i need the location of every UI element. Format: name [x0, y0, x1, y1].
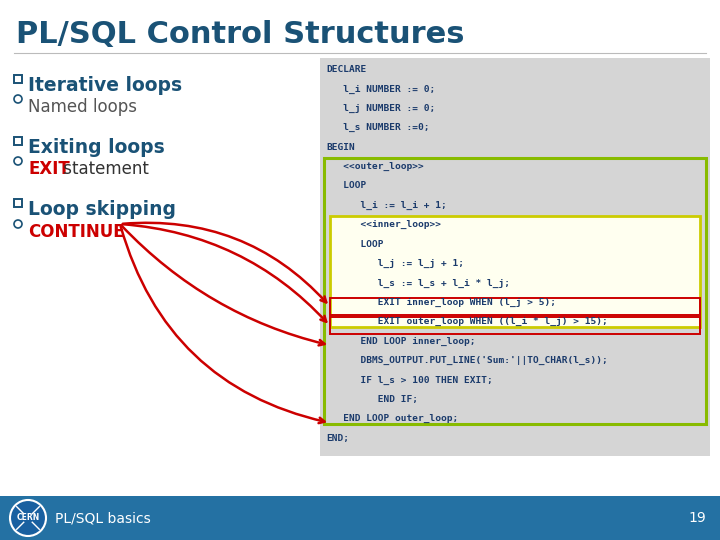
- Text: END IF;: END IF;: [326, 395, 418, 404]
- Text: PL/SQL Control Structures: PL/SQL Control Structures: [16, 20, 464, 49]
- Text: LOOP: LOOP: [326, 181, 366, 191]
- Bar: [330, 317, 700, 334]
- Text: CERN: CERN: [17, 514, 40, 523]
- Bar: [320, 58, 710, 456]
- Text: l_i := l_i + 1;: l_i := l_i + 1;: [326, 201, 446, 210]
- Text: l_j NUMBER := 0;: l_j NUMBER := 0;: [326, 104, 436, 113]
- Text: statement: statement: [58, 160, 149, 178]
- Text: END LOOP inner_loop;: END LOOP inner_loop;: [326, 336, 475, 346]
- Text: CONTINUE: CONTINUE: [28, 223, 125, 241]
- Text: EXIT outer_loop WHEN ((l_i * l_j) > 15);: EXIT outer_loop WHEN ((l_i * l_j) > 15);: [326, 317, 608, 326]
- Text: Loop skipping: Loop skipping: [28, 200, 176, 219]
- Text: IF l_s > 100 THEN EXIT;: IF l_s > 100 THEN EXIT;: [326, 375, 492, 384]
- Text: l_j := l_j + 1;: l_j := l_j + 1;: [326, 259, 464, 268]
- Bar: [330, 217, 700, 327]
- Bar: [324, 158, 706, 424]
- Text: l_s := l_s + l_i * l_j;: l_s := l_s + l_i * l_j;: [326, 279, 510, 287]
- Text: END LOOP outer_loop;: END LOOP outer_loop;: [326, 414, 458, 423]
- Circle shape: [14, 157, 22, 165]
- Text: <<outer_loop>>: <<outer_loop>>: [326, 162, 424, 171]
- Circle shape: [14, 220, 22, 228]
- Text: <<inner_loop>>: <<inner_loop>>: [326, 220, 441, 230]
- Text: DBMS_OUTPUT.PUT_LINE('Sum:'||TO_CHAR(l_s));: DBMS_OUTPUT.PUT_LINE('Sum:'||TO_CHAR(l_s…: [326, 356, 608, 365]
- Bar: [14, 199, 22, 207]
- Bar: [14, 137, 22, 145]
- Bar: [330, 298, 700, 315]
- Text: l_s NUMBER :=0;: l_s NUMBER :=0;: [326, 123, 430, 132]
- Text: LOOP: LOOP: [326, 240, 384, 248]
- Text: EXIT: EXIT: [28, 160, 70, 178]
- Bar: [0, 496, 720, 540]
- Text: DECLARE: DECLARE: [326, 65, 366, 74]
- Circle shape: [10, 500, 46, 536]
- Text: END;: END;: [326, 434, 349, 443]
- Text: 19: 19: [688, 511, 706, 525]
- Text: Iterative loops: Iterative loops: [28, 76, 182, 95]
- Text: PL/SQL basics: PL/SQL basics: [55, 511, 150, 525]
- Circle shape: [14, 95, 22, 103]
- Text: Named loops: Named loops: [28, 98, 137, 116]
- Text: l_i NUMBER := 0;: l_i NUMBER := 0;: [326, 84, 436, 93]
- Text: Exiting loops: Exiting loops: [28, 138, 165, 157]
- Text: EXIT inner_loop WHEN (l_j > 5);: EXIT inner_loop WHEN (l_j > 5);: [326, 298, 556, 307]
- Text: BEGIN: BEGIN: [326, 143, 355, 152]
- Bar: [14, 75, 22, 83]
